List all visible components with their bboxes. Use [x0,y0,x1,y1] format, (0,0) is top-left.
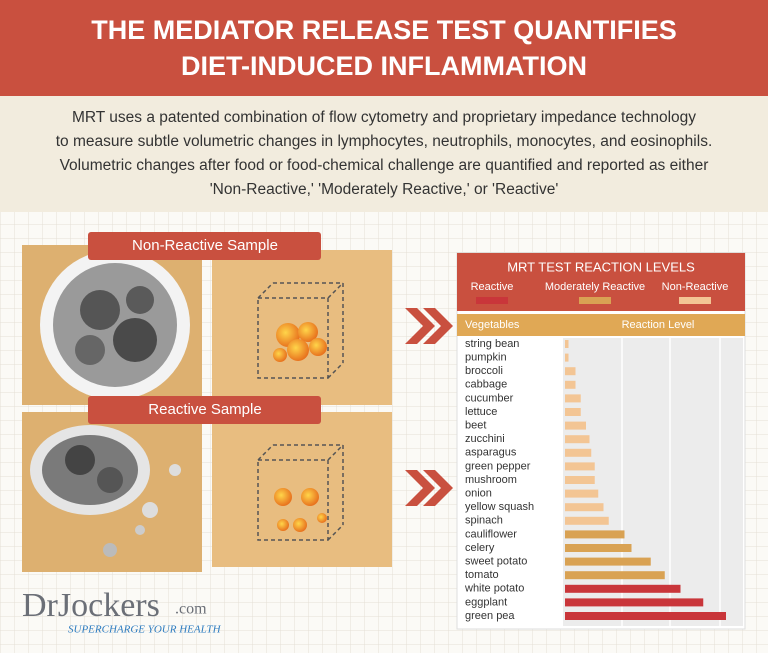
cell-reactive [30,425,181,557]
legend-swatch [579,297,611,304]
bar [565,516,609,525]
legend-swatch [679,297,711,304]
cell-healthy [40,250,190,400]
cube [257,282,344,541]
legend-label: Moderately Reactive [545,281,645,293]
y-tick-label: green pepper [465,460,531,472]
legend-label: Non-Reactive [662,281,729,293]
y-tick-label: sweet potato [465,556,527,568]
legend-label: Reactive [471,281,514,293]
y-tick-label: cabbage [465,379,507,391]
bar [565,340,569,348]
bar [565,394,581,403]
panel [212,412,392,567]
bar [565,571,665,580]
bar [565,462,595,471]
bar [565,544,632,552]
y-tick-label: cucumber [465,392,514,404]
intro-line: MRT uses a patented combination of flow … [72,109,696,126]
y-tick-label: mushroom [465,474,517,486]
label-box [88,232,321,260]
intro-line: to measure subtle volumetric changes in … [56,133,713,150]
particles [273,322,327,532]
title: DIET-INDUCED INFLAMMATION [181,51,587,81]
y-tick-label: green pea [465,610,515,622]
sample-label: Non-Reactive Sample [132,237,278,254]
y-tick-label: yellow squash [465,501,534,513]
bar [565,448,592,457]
bar [565,598,704,607]
y-tick-label: spinach [465,515,503,527]
intro-band [0,96,768,212]
y-tick-label: onion [465,488,492,500]
bar [565,421,586,430]
y-tick-label: string bean [465,338,519,350]
bar [565,353,569,362]
bar [565,408,581,416]
intro-line: 'Non-Reactive,' 'Moderately Reactive,' o… [210,181,559,198]
header-band [0,0,768,96]
y-tick-label: cauliflower [465,528,517,540]
y-tick-label: pumpkin [465,352,507,364]
legend-swatch [476,297,508,304]
bar [565,584,681,593]
chart-title: MRT TEST REACTION LEVELS [507,259,695,274]
y-tick-label: eggplant [465,596,507,608]
bar [565,530,625,539]
y-tick-label: celery [465,542,495,554]
bar [565,489,599,498]
bar [565,435,590,444]
logo-suffix: .com [175,601,207,618]
bar [565,380,576,389]
title: THE MEDIATOR RELEASE TEST QUANTIFIES [91,15,677,45]
bar [565,367,576,376]
y-tick-label: tomato [465,569,499,581]
label-box [88,396,321,424]
logo-tagline: SUPERCHARGE YOUR HEALTH [68,624,222,636]
bar [565,612,726,620]
logo-brand: DrJockers [22,587,160,624]
y-tick-label: white potato [464,583,524,595]
chevrons [405,308,453,506]
intro-line: Volumetric changes after food or food-ch… [60,157,709,174]
y-axis-label: Vegetables [465,319,520,331]
y-tick-label: asparagus [465,447,517,459]
sample-label: Reactive Sample [148,401,261,418]
y-tick-label: broccoli [465,365,503,377]
y-tick-label: lettuce [465,406,497,418]
bar [565,557,651,566]
column-header [457,314,745,336]
bar [565,503,604,512]
x-axis-label: Reaction Level [622,319,695,331]
y-tick-label: zucchini [465,433,505,445]
bar [565,476,595,484]
y-tick-label: beet [465,420,486,432]
